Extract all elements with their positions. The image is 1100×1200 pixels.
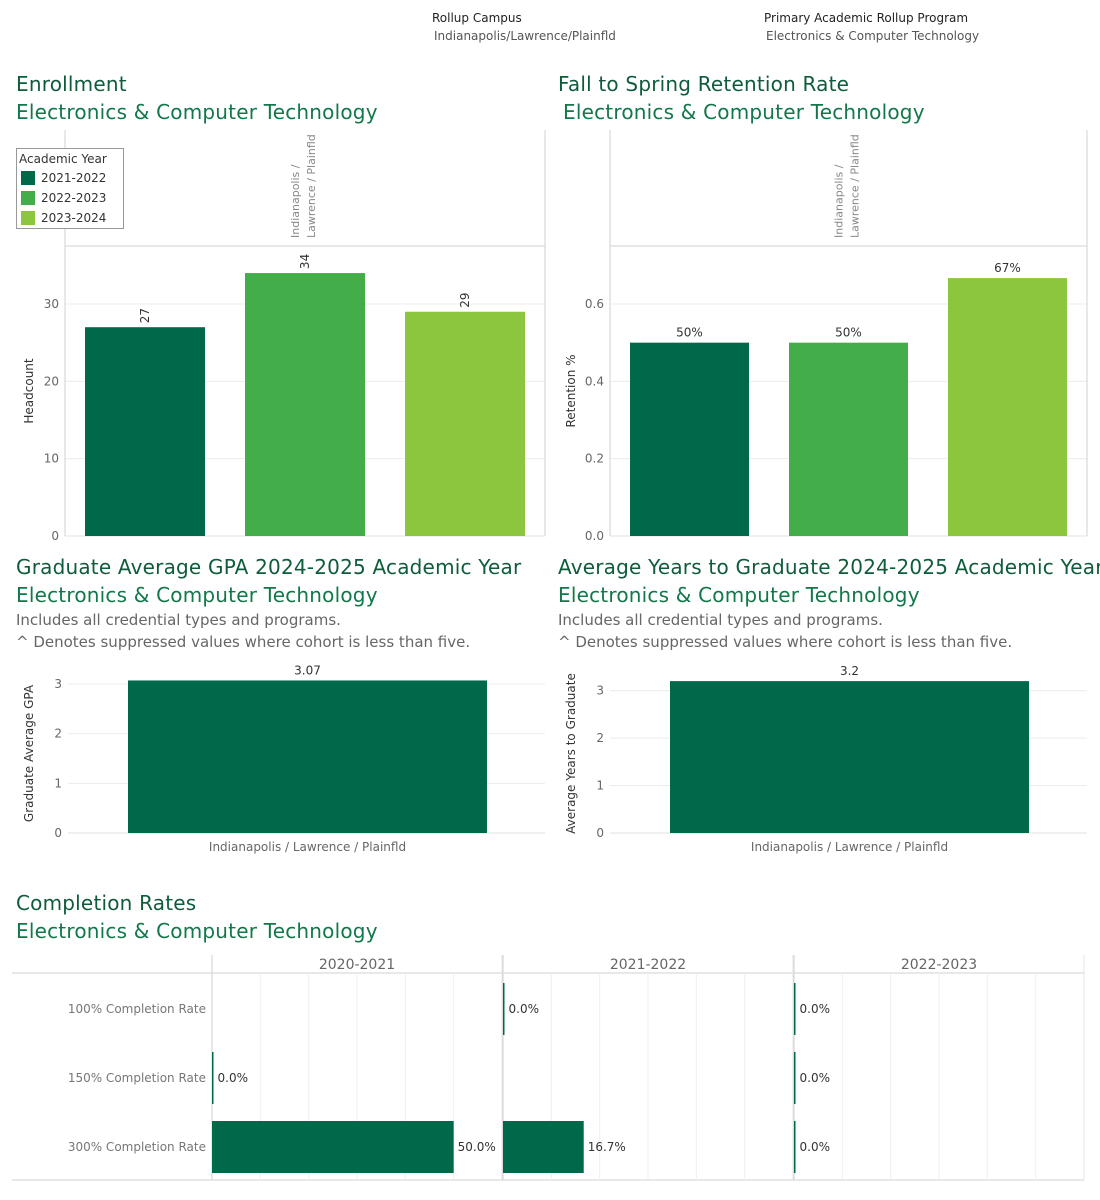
y-tick-label: 1 xyxy=(596,779,604,793)
data-label: 0.0% xyxy=(800,1002,831,1016)
y-tick-label: 3 xyxy=(596,684,604,698)
legend-item-2021-2022[interactable]: 2021-2022 xyxy=(17,168,123,188)
gpa-note-suppressed: ^ Denotes suppressed values where cohort… xyxy=(16,633,471,651)
bar-2022-2023-1 xyxy=(794,1052,796,1104)
y-tick-label: 0.4 xyxy=(585,374,604,388)
gpa-subtitle: Electronics & Computer Technology xyxy=(16,583,378,607)
gpa-note-credentials: Includes all credential types and progra… xyxy=(16,611,341,629)
bar-2022-2023 xyxy=(245,273,365,536)
program-filter-value[interactable]: Electronics & Computer Technology xyxy=(766,29,980,43)
legend-label: 2022-2023 xyxy=(41,191,107,205)
data-label: 34 xyxy=(298,254,312,269)
data-label: 0.0% xyxy=(800,1140,831,1154)
y-tick-label: 0 xyxy=(596,826,604,840)
bar-2020-2021-2 xyxy=(212,1121,454,1173)
bar-2022-2023-0 xyxy=(794,983,796,1035)
enrollment-title: Enrollment xyxy=(16,72,127,96)
gpa-chart: 0 1 2 3 Graduate Average GPA 3.07 Indianapolis… xyxy=(22,663,545,854)
y-tick-label: 0 xyxy=(51,529,59,543)
legend-item-2022-2023[interactable]: 2022-2023 xyxy=(17,188,123,208)
academic-year-legend: Academic Year 2021-2022 2022-2023 2023-2… xyxy=(16,148,124,229)
column-header-line1: Indianapolis / xyxy=(289,164,302,238)
y-tick-label: 0.6 xyxy=(585,297,604,311)
column-header-line2: Lawrence / Plainfld xyxy=(849,134,862,238)
years-note-suppressed: ^ Denotes suppressed values where cohort… xyxy=(558,633,1013,651)
data-label: 0.0% xyxy=(218,1071,249,1085)
years-note-credentials: Includes all credential types and progra… xyxy=(558,611,883,629)
completion-title: Completion Rates xyxy=(16,891,197,915)
data-label: 27 xyxy=(138,308,152,323)
y-tick-label: 3 xyxy=(54,677,62,691)
y-tick-label: 2 xyxy=(54,727,62,741)
program-filter-label: Primary Academic Rollup Program xyxy=(764,11,969,25)
column-header-line2: Lawrence / Plainfld xyxy=(305,134,318,238)
retention-chart: 0.0 0.2 0.4 0.6 Indianapolis / Lawrence / Pla… xyxy=(564,130,1088,543)
bar-2021-2022-0 xyxy=(503,983,505,1035)
retention-subtitle: Electronics & Computer Technology xyxy=(563,100,925,124)
data-label: 50% xyxy=(835,326,862,340)
column-header-campus: Indianapolis / Lawrence / Plainfld xyxy=(833,134,862,238)
data-label: 29 xyxy=(458,292,472,307)
y-tick-label: 0 xyxy=(54,826,62,840)
row-label: 150% Completion Rate xyxy=(68,1071,206,1085)
y-tick-label: 10 xyxy=(44,452,59,466)
bar-2020-2021-1 xyxy=(212,1052,214,1104)
y-axis-label: Graduate Average GPA xyxy=(22,684,36,822)
legend-swatch xyxy=(21,191,35,205)
legend-swatch xyxy=(21,171,35,185)
row-label: 300% Completion Rate xyxy=(68,1140,206,1154)
years-chart: 0 1 2 3 Average Years to Graduate 3.2 Indianap… xyxy=(564,664,1087,854)
campus-filter-label: Rollup Campus xyxy=(432,11,522,25)
data-label: 50.0% xyxy=(458,1140,496,1154)
data-label: 3.2 xyxy=(840,664,859,678)
bar-2021-2022 xyxy=(630,342,749,536)
legend-label: 2023-2024 xyxy=(41,211,107,225)
bar-2022-2023-2 xyxy=(794,1121,796,1173)
y-tick-label: 0.0 xyxy=(585,529,604,543)
bar-2022-2023 xyxy=(789,342,908,536)
years-title: Average Years to Graduate 2024-2025 Acad… xyxy=(558,555,1100,579)
retention-title: Fall to Spring Retention Rate xyxy=(558,72,850,96)
campus-filter-value[interactable]: Indianapolis/Lawrence/Plainfld xyxy=(434,29,616,43)
data-label: 0.0% xyxy=(800,1071,831,1085)
legend-item-2023-2024[interactable]: 2023-2024 xyxy=(17,208,123,228)
bar-2023-2024 xyxy=(948,278,1067,536)
y-axis-label: Average Years to Graduate xyxy=(564,673,578,834)
data-label: 3.07 xyxy=(294,663,321,677)
column-header-line1: Indianapolis / xyxy=(833,164,846,238)
y-axis-label: Retention % xyxy=(564,354,578,427)
bar-Indianapolis / Lawrence / Plainfld xyxy=(128,680,487,833)
data-label: 16.7% xyxy=(588,1140,626,1154)
y-tick-label: 1 xyxy=(54,776,62,790)
gpa-title: Graduate Average GPA 2024-2025 Academic … xyxy=(16,555,522,579)
completion-chart: 100% Completion Rate 150% Completion Rate… xyxy=(12,955,1085,1181)
panel-header: 2022-2023 xyxy=(901,957,977,973)
column-header-campus: Indianapolis / Lawrence / Plainfld xyxy=(289,134,318,238)
bar-2023-2024 xyxy=(405,311,525,536)
x-category-label: Indianapolis / Lawrence / Plainfld xyxy=(751,840,948,854)
bar-Indianapolis / Lawrence / Plainfld xyxy=(670,681,1029,833)
legend-title: Academic Year xyxy=(19,152,107,166)
years-subtitle: Electronics & Computer Technology xyxy=(558,583,920,607)
legend-label: 2021-2022 xyxy=(41,171,107,185)
panel-header: 2020-2021 xyxy=(319,957,395,973)
y-tick-label: 30 xyxy=(44,297,59,311)
bar-2021-2022 xyxy=(85,327,205,536)
row-label: 100% Completion Rate xyxy=(68,1002,206,1016)
legend-swatch xyxy=(21,211,35,225)
data-label: 67% xyxy=(994,261,1021,275)
completion-subtitle: Electronics & Computer Technology xyxy=(16,919,378,943)
data-label: 0.0% xyxy=(509,1002,540,1016)
data-label: 50% xyxy=(676,326,703,340)
bar-2021-2022-2 xyxy=(503,1121,584,1173)
x-category-label: Indianapolis / Lawrence / Plainfld xyxy=(209,840,406,854)
y-tick-label: 0.2 xyxy=(585,452,604,466)
enrollment-chart: 0 10 20 30 Indianapolis / Lawrence / Plainfld… xyxy=(22,130,546,543)
enrollment-subtitle: Electronics & Computer Technology xyxy=(16,100,378,124)
y-axis-label: Headcount xyxy=(22,358,36,424)
y-tick-label: 20 xyxy=(44,374,59,388)
panel-header: 2021-2022 xyxy=(610,957,686,973)
y-tick-label: 2 xyxy=(596,731,604,745)
